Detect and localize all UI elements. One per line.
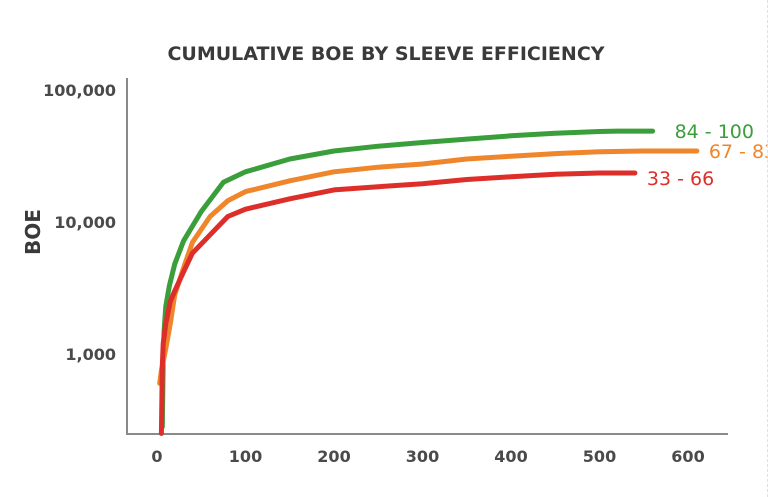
y-tick-label: 1,000 <box>65 345 116 364</box>
y-axis-label: BOE <box>21 209 45 255</box>
series-line-3 <box>158 170 638 436</box>
x-tick-label: 500 <box>583 447 616 466</box>
series-label-1: 84 - 100 <box>675 121 754 143</box>
x-tick-label: 400 <box>494 447 527 466</box>
x-tick-label: 600 <box>671 447 704 466</box>
y-tick-label: 100,000 <box>43 81 116 100</box>
x-tick-label: 200 <box>317 447 350 466</box>
x-tick-labels: 0 100 200 300 400 500 600 <box>151 447 704 466</box>
series-label-2: 67 - 83 <box>709 141 768 163</box>
x-tick-label: 0 <box>151 447 162 466</box>
series-line-2 <box>157 148 700 386</box>
series-label-3: 33 - 66 <box>647 168 714 190</box>
y-tick-labels: 1,000 10,000 100,000 <box>43 81 116 364</box>
series-line-1 <box>159 128 656 430</box>
x-tick-label: 300 <box>406 447 439 466</box>
chart-title: CUMULATIVE BOE BY SLEEVE EFFICIENCY <box>167 43 604 65</box>
y-tick-label: 10,000 <box>54 213 116 232</box>
x-tick-label: 100 <box>229 447 262 466</box>
series-lines <box>157 128 700 436</box>
